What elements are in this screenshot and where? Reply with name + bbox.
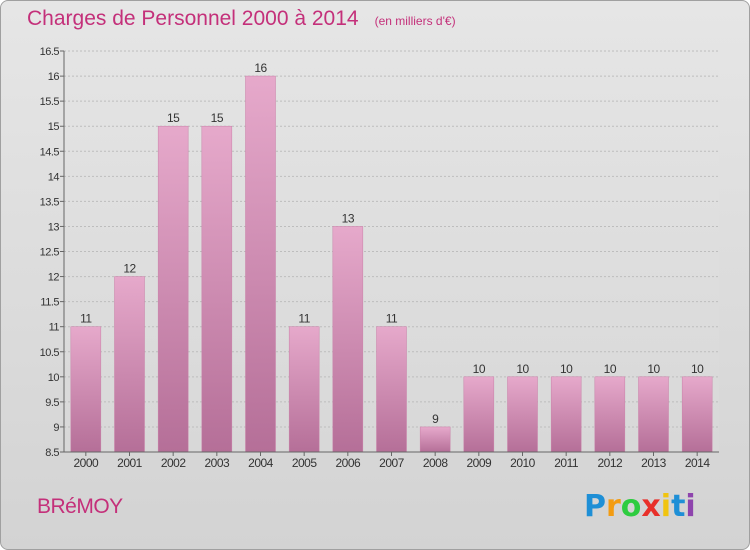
data-label-2013: 10 [647,362,660,376]
logo-letter: i [660,489,672,524]
y-tick-label: 15.5 [40,96,60,108]
bar-2012 [594,376,626,453]
bar-2013 [638,376,669,453]
bar-2003 [201,125,233,453]
y-tick-label: 11.5 [40,297,59,309]
y-tick-label: 10 [48,372,60,384]
x-tick-label-2012: 2012 [597,456,623,470]
bar-2007 [376,326,407,453]
data-label-2011: 10 [560,362,573,376]
data-label-2010: 10 [516,362,529,376]
x-tick-label-2013: 2013 [641,456,667,470]
bar-2010 [507,376,538,453]
chart-subtitle: (en milliers d'€) [374,14,456,28]
x-tick-label-2010: 2010 [510,456,536,470]
x-tick-label-2006: 2006 [335,456,361,470]
chart-title: Charges de Personnel 2000 à 2014 (en mill… [27,7,456,31]
data-label-2000: 11 [80,312,92,326]
y-tick-label: 13.5 [40,196,60,208]
x-tick-label-2000: 2000 [73,456,99,470]
logo-letter: i [685,489,696,524]
x-tick-label-2009: 2009 [466,456,492,470]
commune-name: BRéMOY [37,495,123,518]
y-tick-label: 16.5 [40,46,60,58]
y-tick-label: 13 [48,221,60,233]
data-label-2005: 11 [298,312,310,326]
data-label-2004: 16 [254,61,267,75]
x-tick-label-2008: 2008 [423,456,449,470]
data-label-2002: 15 [167,111,180,125]
chart-title-text: Charges de Personnel 2000 à 2014 [27,7,359,30]
y-tick-label: 16 [48,71,60,83]
x-tick-label-2004: 2004 [248,456,274,470]
data-label-2001: 12 [123,262,136,276]
data-label-2014: 10 [691,362,704,376]
bar-2002 [157,125,189,453]
y-tick-label: 8.5 [45,447,59,459]
logo-letter: r [606,489,621,524]
x-tick-label-2001: 2001 [117,456,143,470]
y-tick-label: 10.5 [40,347,60,359]
bar-2014 [681,376,713,453]
logo-letter: P [584,489,606,524]
bar-2009 [463,376,495,453]
x-tick-label-2011: 2011 [554,456,579,470]
bar-2011 [550,376,582,453]
bar-2006 [332,226,364,453]
bar-2008 [419,426,451,453]
y-tick-label: 9.5 [45,397,59,409]
data-label-2006: 13 [342,211,355,225]
bar-2000 [70,326,102,453]
x-tick-label-2002: 2002 [161,456,187,470]
logo-letter: x [641,489,661,524]
logo-letter: t [671,489,686,524]
data-label-2003: 15 [211,111,224,125]
x-tick-label-2003: 2003 [204,456,230,470]
y-tick-label: 11 [49,322,60,334]
y-tick-label: 12 [48,272,60,284]
y-tick-label: 14 [48,171,60,183]
data-label-2009: 10 [473,362,486,376]
data-label-2012: 10 [604,362,617,376]
data-label-2007: 11 [386,312,398,326]
y-tick-label: 14.5 [40,146,60,158]
y-tick-label: 9 [53,422,59,434]
x-tick-label-2007: 2007 [379,456,405,470]
data-label-2008: 9 [432,412,439,426]
bar-2005 [288,326,320,453]
y-tick-label: 12.5 [40,247,60,259]
y-tick-label: 15 [48,121,60,133]
proxiti-logo: Proxiti [584,489,696,524]
bar-2001 [114,276,145,453]
bar-2004 [245,75,276,453]
x-tick-label-2014: 2014 [685,456,711,470]
x-tick-label-2005: 2005 [292,456,318,470]
logo-letter: o [620,489,642,524]
